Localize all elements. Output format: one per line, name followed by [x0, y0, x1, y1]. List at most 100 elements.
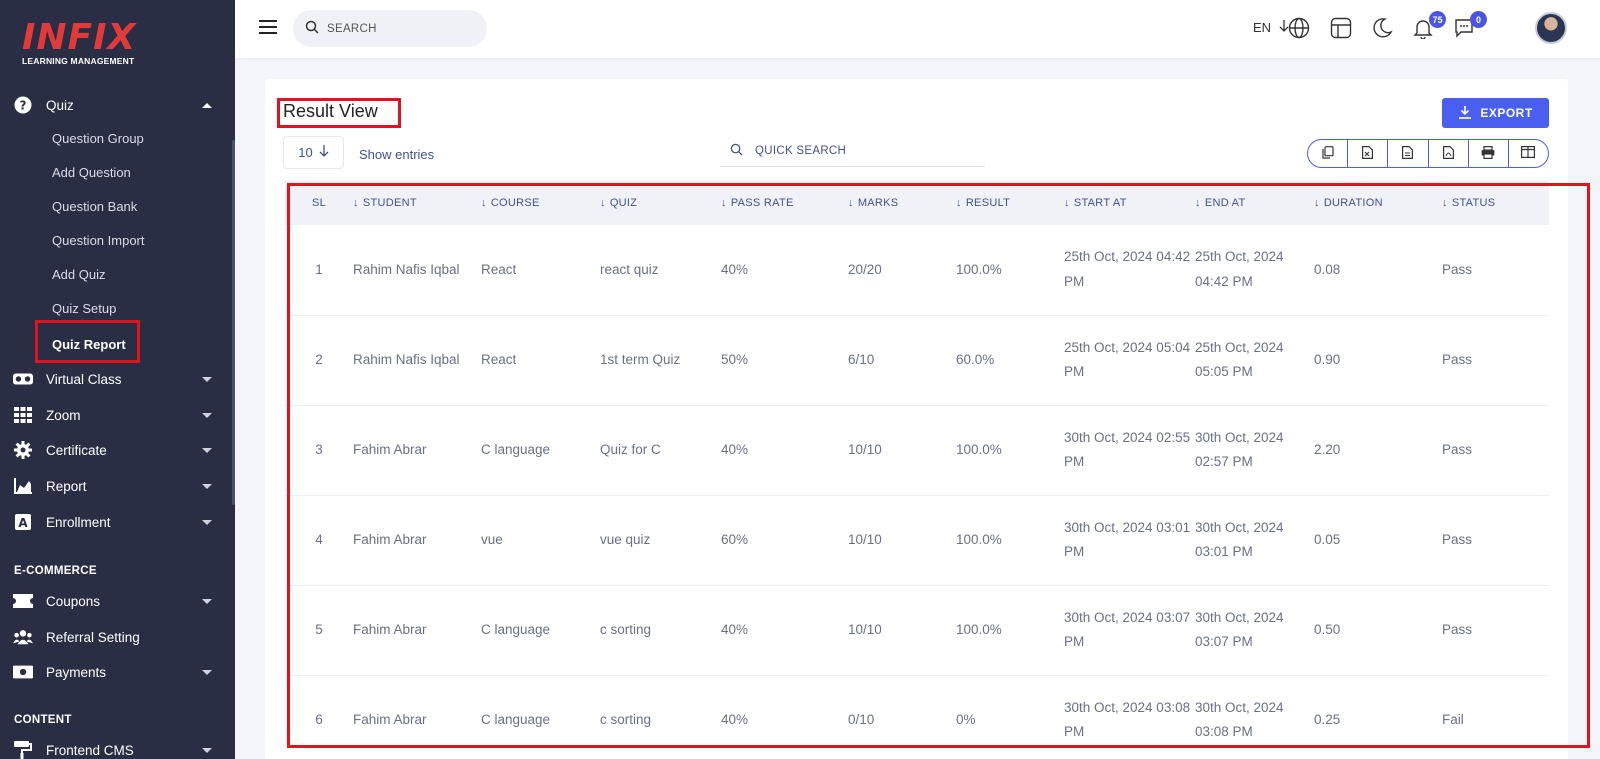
chevron-down-icon — [202, 598, 212, 604]
cell-student: Rahim Nafis Iqbal — [353, 315, 481, 406]
sidebar-item-certificate[interactable]: Certificate — [0, 435, 232, 465]
messages-button[interactable]: 0 — [1453, 11, 1487, 41]
column-header-label: END AT — [1204, 197, 1246, 209]
users-icon — [13, 627, 33, 647]
column-header-label: DURATION — [1323, 197, 1383, 209]
cell-quiz: c sorting — [600, 585, 721, 676]
cell-sl: 5 — [285, 585, 353, 676]
quick-search[interactable] — [720, 136, 985, 167]
sidebar-item-enrollment[interactable]: A Enrollment — [0, 507, 232, 537]
column-visibility-button[interactable] — [1509, 140, 1548, 167]
table-row: 3 Fahim Abrar C language Quiz for C 40% … — [285, 405, 1549, 496]
sidebar-subitem-question-bank[interactable]: Question Bank — [52, 199, 138, 214]
column-header-quiz[interactable]: ↓ QUIZ — [600, 181, 721, 225]
csv-button[interactable] — [1388, 140, 1429, 167]
cell-student: Rahim Nafis Iqbal — [353, 225, 481, 316]
brand-tagline: LEARNING MANAGEMENT — [22, 56, 135, 66]
column-header-duration[interactable]: ↓ DURATION — [1314, 181, 1442, 225]
columns-icon — [1521, 146, 1536, 161]
globe-icon[interactable] — [1288, 17, 1312, 41]
column-header-label: COURSE — [490, 197, 540, 209]
export-button[interactable]: EXPORT — [1442, 98, 1549, 128]
cell-quiz: vue quiz — [600, 495, 721, 586]
column-header-end-at[interactable]: ↓ END AT — [1195, 181, 1314, 225]
notification-bell[interactable]: 75 — [1412, 11, 1446, 41]
sidebar-item-report[interactable]: Report — [0, 471, 232, 501]
column-header-label: SL — [311, 197, 327, 209]
cell-course: vue — [481, 495, 600, 586]
column-header-label: RESULT — [965, 197, 1011, 209]
table-row: 5 Fahim Abrar C language c sorting 40% 1… — [285, 585, 1549, 676]
sidebar-subitem-add-question[interactable]: Add Question — [52, 165, 131, 180]
cell-result: 100.0% — [956, 495, 1064, 586]
cell-quiz: c sorting — [600, 675, 721, 759]
sidebar-subitem-quiz-report[interactable]: Quiz Report — [52, 337, 126, 352]
table-tools — [1307, 139, 1549, 168]
avatar[interactable] — [1535, 12, 1567, 44]
chevron-down-icon — [202, 747, 212, 753]
entries-select[interactable]: 10 — [283, 136, 344, 169]
language-label: EN — [1253, 20, 1272, 35]
top-bar: EN 75 0 — [235, 0, 1600, 58]
global-search[interactable] — [293, 10, 487, 47]
language-selector[interactable]: EN — [1253, 20, 1289, 35]
column-header-sl[interactable]: SL — [285, 181, 353, 225]
sidebar-item-quiz[interactable]: ? Quiz — [0, 90, 232, 120]
copy-button[interactable] — [1308, 140, 1349, 167]
sidebar-subitem-question-group[interactable]: Question Group — [52, 131, 144, 146]
sidebar-scrollbar[interactable] — [232, 140, 235, 505]
search-input[interactable] — [327, 22, 467, 35]
show-entries-label: Show entries — [359, 147, 435, 162]
column-header-pass-rate[interactable]: ↓ PASS RATE — [721, 181, 848, 225]
ticket-icon — [13, 591, 33, 611]
sidebar-item-zoom[interactable]: Zoom — [0, 400, 232, 430]
search-icon — [730, 143, 743, 159]
column-header-status[interactable]: ↓ STATUS — [1442, 181, 1549, 225]
column-header-course[interactable]: ↓ COURSE — [481, 181, 600, 225]
sidebar-item-virtual-class[interactable]: Virtual Class — [0, 364, 232, 394]
sidebar-subitem-add-quiz[interactable]: Add Quiz — [52, 267, 106, 282]
column-header-marks[interactable]: ↓ MARKS — [848, 181, 956, 225]
brand-logo[interactable]: INFIX LEARNING MANAGEMENT — [22, 18, 142, 68]
arrow-down-icon — [1279, 20, 1289, 35]
sidebar-item-label: Payments — [46, 664, 107, 680]
cell-pass-rate: 40% — [721, 405, 848, 496]
cell-student: Fahim Abrar — [353, 675, 481, 759]
hamburger-menu-icon[interactable] — [259, 20, 277, 34]
sidebar-item-frontend-cms[interactable]: Frontend CMS — [0, 735, 232, 759]
chevron-down-icon — [202, 519, 212, 525]
cell-end-at: 30th Oct, 2024 03:08 PM — [1195, 675, 1314, 759]
column-header-start-at[interactable]: ↓ START AT — [1064, 181, 1195, 225]
money-icon — [13, 662, 33, 682]
cell-marks: 0/10 — [848, 675, 956, 759]
excel-button[interactable] — [1348, 140, 1389, 167]
layout-icon[interactable] — [1330, 17, 1354, 41]
vr-glasses-icon — [13, 369, 33, 389]
quick-search-input[interactable] — [755, 145, 955, 157]
page-title: Result View — [283, 101, 378, 121]
sidebar-subitem-quiz-setup[interactable]: Quiz Setup — [52, 301, 117, 316]
cell-result: 100.0% — [956, 405, 1064, 496]
sort-arrow-icon: ↓ — [1442, 197, 1448, 209]
column-header-label: STATUS — [1451, 197, 1496, 209]
cell-status: Pass — [1442, 315, 1549, 406]
sidebar-item-coupons[interactable]: Coupons — [0, 586, 232, 616]
pdf-button[interactable] — [1429, 140, 1469, 167]
sidebar-item-referral-setting[interactable]: Referral Setting — [0, 622, 232, 652]
cell-sl: 1 — [285, 225, 353, 316]
column-header-result[interactable]: ↓ RESULT — [956, 181, 1064, 225]
print-button[interactable] — [1469, 140, 1509, 167]
cell-status: Pass — [1442, 405, 1549, 496]
sidebar-subitem-question-import[interactable]: Question Import — [52, 233, 145, 248]
cell-course: C language — [481, 405, 600, 496]
sidebar-item-payments[interactable]: Payments — [0, 657, 232, 687]
cell-duration: 0.25 — [1314, 675, 1442, 759]
cell-status: Pass — [1442, 495, 1549, 586]
cell-status: Pass — [1442, 225, 1549, 316]
pdf-file-icon — [1442, 145, 1454, 162]
chevron-down-icon — [202, 669, 212, 675]
cell-result: 100.0% — [956, 225, 1064, 316]
moon-icon[interactable] — [1371, 17, 1395, 41]
column-header-student[interactable]: ↓ STUDENT — [353, 181, 481, 225]
area-chart-icon — [13, 476, 33, 496]
